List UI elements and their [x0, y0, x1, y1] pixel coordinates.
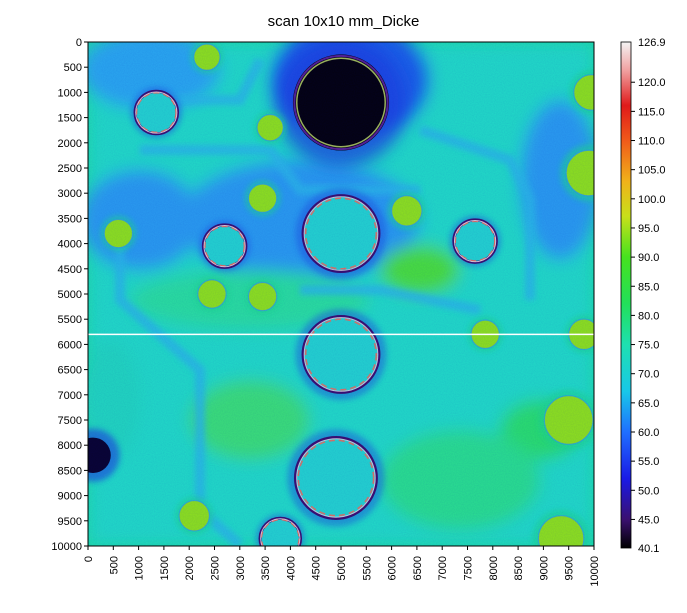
- x-tick-label-14: 7000: [437, 556, 449, 580]
- y-tick-label-7: 3500: [58, 213, 82, 225]
- colorbar-tick-label-5: 70.0: [638, 369, 659, 381]
- y-tick-label-12: 6000: [58, 339, 82, 351]
- x-tick-label-18: 9000: [538, 556, 550, 580]
- x-tick-label-20: 10000: [589, 556, 601, 587]
- y-tick-label-3: 1500: [58, 113, 82, 125]
- heatmap-plot-area: [88, 42, 594, 546]
- x-tick-label-10: 5000: [336, 556, 348, 580]
- heatmap-texture: [88, 42, 594, 546]
- x-tick-label-2: 1000: [134, 556, 146, 580]
- y-tick-label-2: 1000: [58, 87, 82, 99]
- x-tick-label-4: 2000: [184, 556, 196, 580]
- x-tick-label-1: 500: [108, 556, 120, 574]
- y-tick-label-16: 8000: [58, 440, 82, 452]
- colorbar-tick-label-4: 65.0: [638, 398, 659, 410]
- colorbar-tick-label-9: 90.0: [638, 252, 659, 264]
- colorbar-tick-label-13: 110.0: [638, 136, 665, 148]
- y-tick-label-4: 2000: [58, 138, 82, 150]
- colorbar: 45.0 50.0 55.0 60.0 65.0 70.0 75.0 80.0 85.0 90.0…: [620, 37, 666, 555]
- colorbar-tick-label-11: 100.0: [638, 194, 666, 206]
- y-tick-label-5: 2500: [58, 163, 82, 175]
- y-tick-label-15: 7500: [58, 415, 82, 427]
- y-tick-label-19: 9500: [58, 516, 82, 528]
- colorbar-tick-label-1: 50.0: [638, 485, 659, 497]
- y-tick-label-1: 500: [64, 62, 82, 74]
- y-tick-label-17: 8500: [58, 465, 82, 477]
- x-tick-label-9: 4500: [311, 556, 323, 580]
- x-tick-label-19: 9500: [564, 556, 576, 580]
- x-tick-label-8: 4000: [285, 556, 297, 580]
- y-tick-label-0: 0: [76, 37, 82, 49]
- y-tick-label-10: 5000: [58, 289, 82, 301]
- colorbar-tick-label-2: 55.0: [638, 456, 659, 468]
- colorbar-tick-label-0: 45.0: [638, 514, 659, 526]
- colorbar-bar: [620, 41, 632, 549]
- y-tick-label-13: 6500: [58, 365, 82, 377]
- colorbar-tick-label-6: 75.0: [638, 340, 659, 352]
- x-tick-label-16: 8000: [488, 556, 500, 580]
- colorbar-ticks: 45.0 50.0 55.0 60.0 65.0 70.0 75.0 80.0 85.0 90.0…: [631, 37, 666, 555]
- colorbar-tick-label-8: 85.0: [638, 281, 659, 293]
- x-tick-label-11: 5500: [361, 556, 373, 580]
- y-axis: 0 500 1000 1500 2000 2500 3000 3500 4000 4500 5000…: [51, 37, 88, 553]
- y-tick-label-18: 9000: [58, 491, 82, 503]
- x-tick-label-6: 3000: [235, 556, 247, 580]
- y-tick-label-8: 4000: [58, 239, 82, 251]
- x-tick-label-0: 0: [83, 556, 95, 562]
- y-tick-label-9: 4500: [58, 264, 82, 276]
- colorbar-max-label: 126.9: [638, 37, 666, 49]
- colorbar-tick-label-3: 60.0: [638, 427, 659, 439]
- colorbar-min-label: 40.1: [638, 543, 659, 555]
- colorbar-tick-label-7: 80.0: [638, 310, 659, 322]
- y-tick-label-6: 3000: [58, 188, 82, 200]
- x-tick-label-7: 3500: [260, 556, 272, 580]
- y-tick-label-14: 7000: [58, 390, 82, 402]
- colorbar-tick-label-15: 120.0: [638, 77, 666, 89]
- x-tick-label-13: 6500: [412, 556, 424, 580]
- y-tick-label-11: 5500: [58, 314, 82, 326]
- colorbar-tick-label-14: 115.0: [638, 106, 665, 118]
- colorbar-tick-label-12: 105.0: [638, 165, 666, 177]
- x-axis: 0 500 1000 1500 2000 2500 3000 3500 4000 4500 5000…: [83, 546, 601, 587]
- x-tick-label-15: 7500: [463, 556, 475, 580]
- x-tick-label-17: 8500: [513, 556, 525, 580]
- x-tick-label-12: 6000: [387, 556, 399, 580]
- x-tick-label-5: 2500: [210, 556, 222, 580]
- y-tick-label-20: 10000: [51, 541, 82, 553]
- chart-title: scan 10x10 mm_Dicke: [267, 13, 420, 30]
- colorbar-tick-label-10: 95.0: [638, 223, 659, 235]
- x-tick-label-3: 1500: [159, 556, 171, 580]
